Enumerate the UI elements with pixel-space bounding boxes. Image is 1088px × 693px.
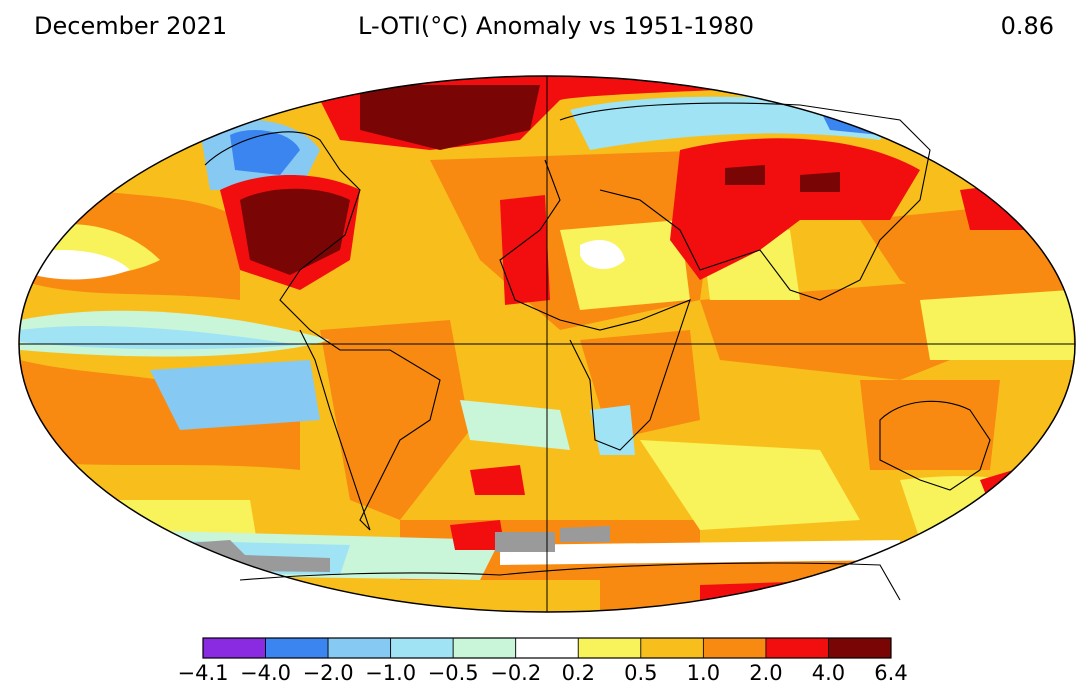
colorbar-tick-label: −0.5	[427, 661, 479, 685]
south-america-anomaly	[320, 320, 470, 520]
weddell-warm	[450, 520, 505, 550]
australia-anomaly	[860, 380, 1000, 470]
colorbar-bin	[640, 637, 704, 659]
south-pacific-cool	[150, 360, 320, 430]
no-data-region-3	[560, 526, 610, 542]
coastlines	[204, 102, 991, 601]
colorbar-tick-label: 6.4	[874, 661, 908, 685]
south-atlantic-warm	[470, 465, 525, 495]
us-extreme	[240, 188, 350, 275]
greenland-extreme	[360, 85, 540, 150]
colorbar-tick-label: −4.0	[240, 661, 292, 685]
yellow-patch-6	[920, 290, 1075, 360]
colorbar-frame	[202, 637, 892, 659]
sahara-white-patch	[580, 240, 625, 270]
map-date: December 2021	[34, 12, 228, 40]
colorbar-bin	[452, 637, 517, 659]
colorbar-tick-label: 0.2	[561, 661, 595, 685]
west-africa-warm	[500, 195, 550, 305]
southern-ring-white	[500, 540, 900, 565]
australia-coastline	[879, 400, 991, 491]
colorbar-bin	[265, 637, 329, 659]
no-data-region-2	[495, 532, 555, 552]
asia-extreme-1	[725, 165, 765, 185]
colorbar-tick-label: 2.0	[749, 661, 783, 685]
colorbar-tick-label: −0.2	[490, 661, 542, 685]
map-title: L-OTI(°C) Anomaly vs 1951-1980	[358, 12, 755, 40]
antarctica-coastline	[239, 562, 901, 601]
colorbar-bin	[577, 637, 642, 659]
americas-coastline	[204, 131, 441, 531]
colorbar-tick-label: 1.0	[686, 661, 721, 685]
colorbar-bin	[202, 637, 266, 659]
south-atlantic-cool	[460, 400, 570, 450]
colorbar-tick-label: −1.0	[365, 661, 417, 685]
yellow-patch-4	[640, 440, 860, 530]
la-nina-core	[20, 325, 300, 350]
colorbar-bin	[515, 637, 579, 659]
colorbar-bin	[702, 637, 767, 659]
colorbar-bins	[202, 637, 892, 659]
colorbar-tick-label: 4.0	[811, 661, 846, 685]
colorbar-bin	[828, 637, 892, 659]
asia-extreme-2	[800, 172, 840, 192]
canada-cold-core	[230, 130, 300, 175]
map-border	[18, 75, 1076, 613]
colorbar-bin	[327, 637, 392, 659]
africa-coastline	[499, 159, 691, 451]
pacific-south-band	[20, 360, 300, 470]
colorbar-tick-label: −2.0	[302, 661, 354, 685]
eurasia-coastline	[559, 102, 931, 301]
colorbar-tick-label: 0.5	[624, 661, 658, 685]
global-mean-value: 0.86	[1000, 12, 1054, 40]
colorbar-bin	[765, 637, 829, 659]
colorbar-tick-label: −4.1	[177, 661, 229, 685]
colorbar-bin	[390, 637, 454, 659]
